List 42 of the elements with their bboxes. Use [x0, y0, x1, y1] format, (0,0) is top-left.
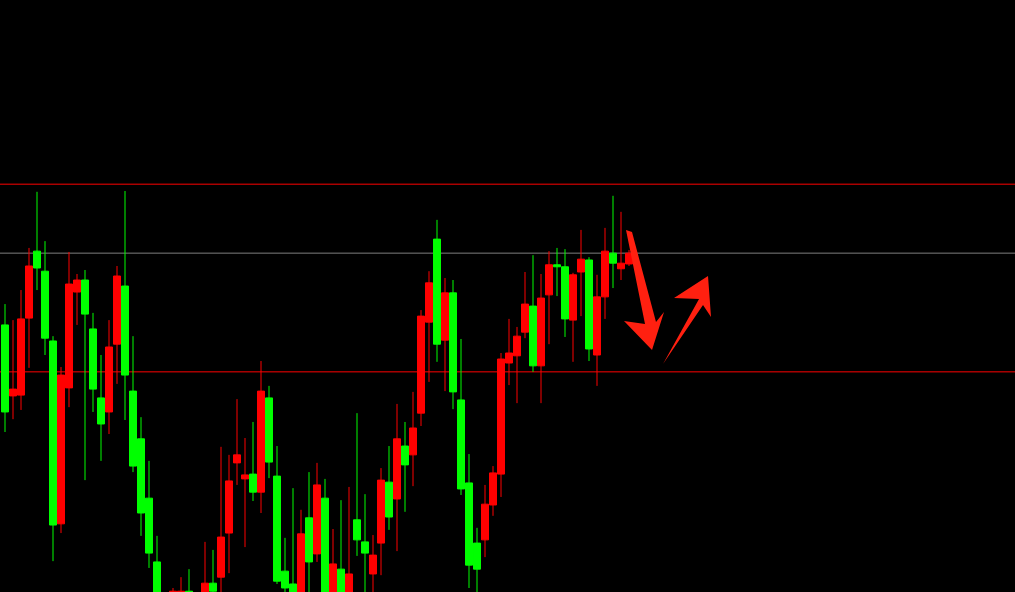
- candlestick: [321, 478, 330, 592]
- candlestick: [249, 421, 257, 502]
- candlestick: [401, 421, 410, 513]
- candlestick: [97, 354, 105, 462]
- candlestick: [41, 240, 49, 356]
- candlestick: [313, 462, 322, 563]
- candlestick: [265, 385, 273, 479]
- candlestick: [209, 549, 217, 592]
- candlestick: [369, 534, 378, 592]
- candlestick: [377, 467, 386, 576]
- candlestick: [185, 568, 193, 592]
- candlestick: [609, 195, 618, 289]
- candlestick: [241, 437, 249, 548]
- candlestick: [329, 528, 338, 592]
- candlestick: [449, 279, 458, 410]
- candlestick: [1, 303, 9, 433]
- candlestick: [361, 493, 370, 592]
- candlestick: [569, 272, 578, 363]
- candlestick: [529, 254, 538, 373]
- candlestick: [305, 471, 314, 592]
- candlestick: [585, 256, 594, 362]
- candlestick: [233, 398, 241, 486]
- candlestick: [81, 269, 89, 481]
- candlestick: [153, 535, 161, 592]
- candlestick: [409, 391, 418, 487]
- candlestick: [49, 335, 57, 562]
- candlestick: [89, 312, 97, 413]
- candlestick: [337, 499, 346, 592]
- candlestick: [201, 541, 209, 592]
- candlestick: [385, 445, 394, 531]
- candlestick: [217, 446, 225, 592]
- candlestick: [33, 191, 41, 291]
- candlestick: [225, 454, 233, 574]
- candlestick: [297, 509, 305, 592]
- candlestick: [577, 229, 586, 317]
- candlestick: [345, 486, 354, 592]
- candlestick: [433, 219, 442, 363]
- candlestick: [521, 271, 530, 339]
- candlestick: [545, 250, 554, 345]
- candlestick: [393, 403, 402, 552]
- candlestick: [121, 190, 129, 421]
- candlestick: [353, 412, 362, 557]
